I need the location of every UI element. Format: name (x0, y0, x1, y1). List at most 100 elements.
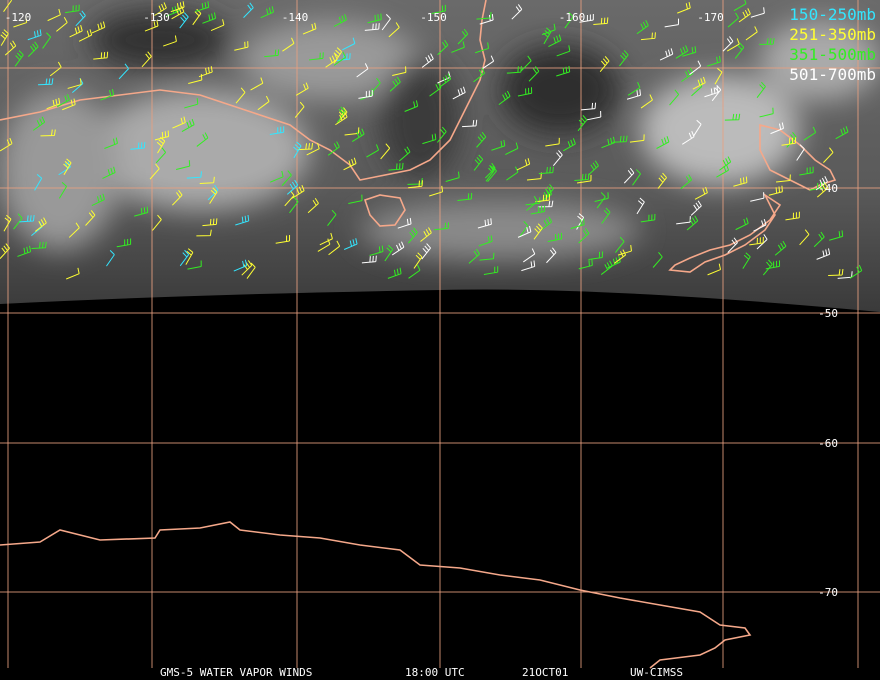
wind-barb (342, 37, 356, 51)
wind-barb (282, 37, 295, 52)
wind-barb (308, 52, 324, 61)
wind-barb (570, 218, 585, 229)
wind-barb (63, 158, 72, 176)
wind-barb (100, 88, 115, 101)
wind-barb (181, 118, 195, 133)
wind-barb (195, 1, 210, 12)
wind-barb (202, 218, 218, 227)
wind-barb (286, 179, 299, 195)
wind-barb (381, 14, 391, 31)
wind-barb (413, 252, 423, 269)
wind-barb (835, 126, 849, 140)
wind-barb (538, 166, 554, 175)
wind-barb (659, 48, 674, 61)
wind-barb (578, 228, 590, 244)
wind-barb (399, 146, 411, 162)
wind-barb (388, 162, 404, 171)
wind-barb (106, 250, 115, 267)
wind-barb (485, 165, 495, 182)
wind-barb (636, 19, 649, 35)
longitude-label: -130 (143, 11, 170, 24)
wind-barb (149, 163, 160, 180)
wind-barb (293, 141, 302, 159)
wind-barb (796, 144, 805, 161)
wind-barb (62, 98, 76, 111)
wind-barb (664, 18, 680, 28)
wind-barb (0, 243, 10, 259)
wind-barb (849, 264, 863, 279)
wind-barb (179, 12, 189, 29)
wind-barb (270, 170, 284, 183)
wind-barb (358, 90, 373, 99)
wind-barb (640, 32, 656, 41)
wind-barb (234, 41, 249, 51)
legend-entry: 501-700mb (789, 65, 876, 84)
wind-barb (676, 216, 691, 225)
wind-barb (562, 138, 576, 152)
wind-barb (333, 51, 346, 66)
wind-barb (675, 45, 689, 59)
wind-barb (56, 94, 70, 108)
wind-barb (680, 174, 693, 190)
wind-barb (327, 209, 337, 226)
longitude-label: -150 (420, 11, 447, 24)
wind-barb (657, 172, 667, 189)
wind-barb (750, 7, 765, 18)
wind-barb (629, 134, 645, 143)
wind-barb (546, 247, 557, 264)
wind-barb (525, 197, 541, 206)
wind-barb (429, 185, 444, 197)
wind-barb (361, 255, 377, 264)
wind-barb (156, 136, 166, 154)
wind-barb (588, 251, 603, 260)
wind-barb (445, 171, 460, 182)
wind-barb (66, 267, 80, 280)
wind-barb (636, 197, 645, 215)
wind-barb (154, 2, 167, 16)
coastline (759, 123, 837, 191)
wind-barb (724, 113, 741, 121)
wind-barb (104, 137, 118, 149)
coastline (363, 194, 406, 227)
wind-barb (292, 184, 305, 199)
wind-barb (528, 66, 540, 82)
wind-barb (93, 51, 109, 60)
wind-barb (235, 87, 246, 104)
wind-barb (475, 42, 490, 54)
wind-barb (640, 213, 656, 223)
wind-barb (196, 132, 209, 147)
wind-barb (337, 106, 346, 123)
footer-text: 21OCT01 (522, 666, 568, 679)
wind-barb (775, 174, 791, 183)
wind-barb (689, 60, 702, 75)
wind-barb (706, 55, 721, 67)
wind-barb (408, 180, 423, 189)
longitude-label: -140 (282, 11, 309, 24)
wind-barb (47, 8, 61, 22)
wind-barb (264, 49, 280, 58)
wind-barb (134, 206, 149, 217)
wind-barb (389, 76, 401, 92)
wind-barb (816, 182, 829, 198)
wind-barb (548, 34, 562, 48)
wind-barb (155, 147, 167, 164)
wind-barb (505, 142, 519, 155)
latitude-label: -70 (818, 586, 838, 599)
wind-barb (297, 143, 314, 151)
wind-barb (13, 213, 23, 230)
wind-barb (596, 192, 606, 209)
wind-barb (623, 167, 635, 184)
wind-barb (462, 119, 478, 128)
wind-barb (91, 193, 105, 206)
wind-barb (260, 6, 275, 19)
footer-text: GMS-5 WATER VAPOR WINDS (160, 666, 312, 679)
wind-barb (781, 137, 797, 146)
wind-barb (521, 260, 536, 272)
wind-barb (479, 252, 495, 261)
wind-barb (799, 229, 810, 246)
wind-barb (627, 82, 641, 96)
wind-barb (526, 196, 538, 211)
wind-barb (483, 266, 499, 276)
wind-barb (692, 76, 706, 90)
wind-barb (116, 238, 132, 248)
